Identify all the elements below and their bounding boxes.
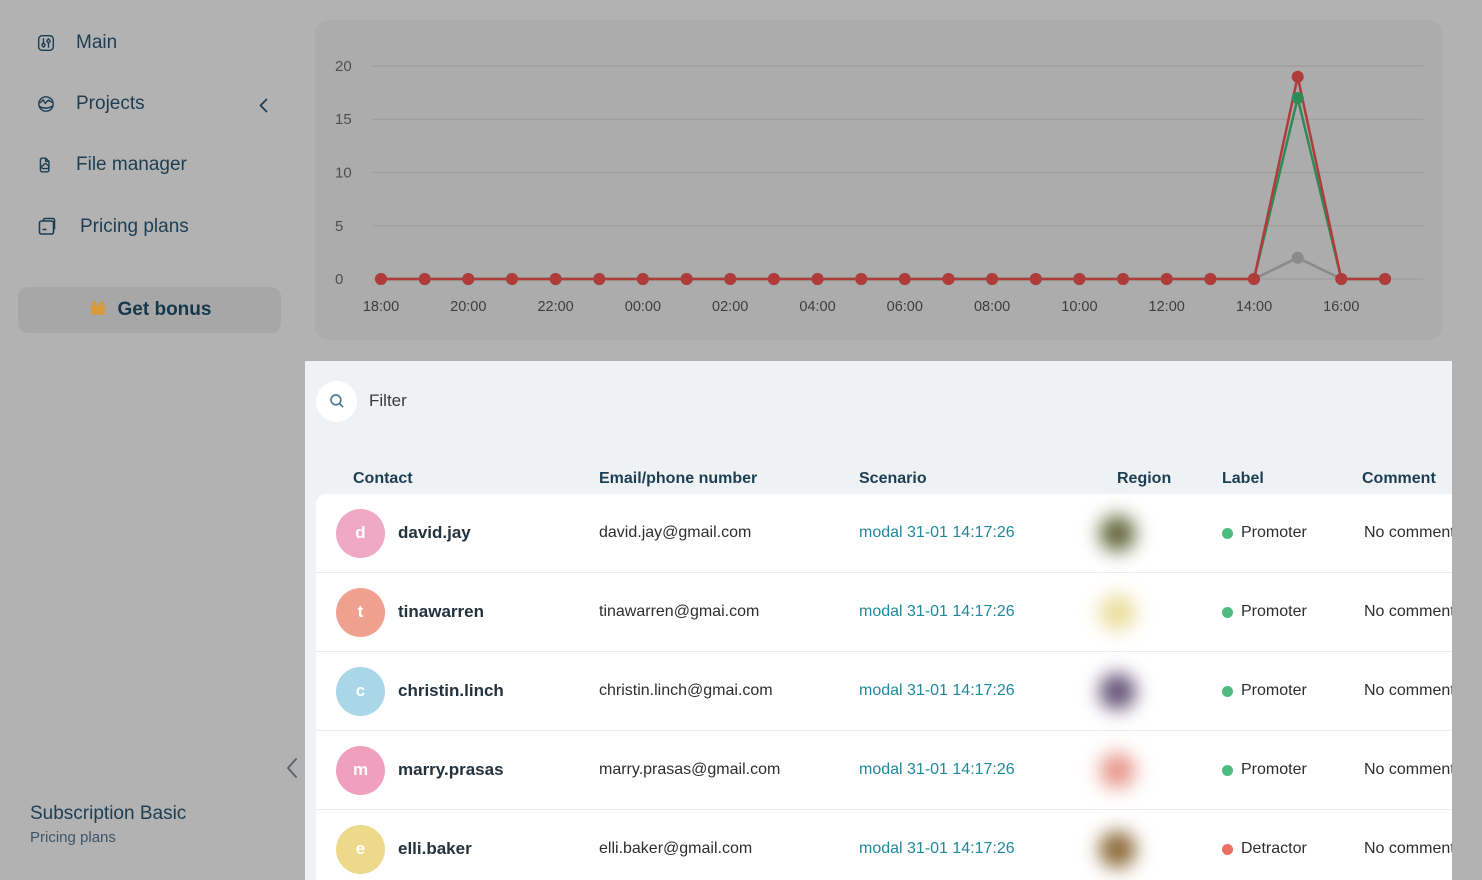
svg-text:20:00: 20:00 bbox=[450, 299, 486, 315]
svg-text:15: 15 bbox=[335, 111, 352, 128]
svg-text:18:00: 18:00 bbox=[363, 299, 399, 315]
svg-text:04:00: 04:00 bbox=[799, 299, 835, 315]
svg-text:06:00: 06:00 bbox=[887, 299, 923, 315]
svg-text:0: 0 bbox=[335, 271, 343, 288]
svg-text:20: 20 bbox=[335, 58, 352, 75]
svg-text:12:00: 12:00 bbox=[1149, 299, 1185, 315]
svg-text:5: 5 bbox=[335, 218, 343, 235]
svg-text:16:00: 16:00 bbox=[1323, 299, 1359, 315]
svg-text:14:00: 14:00 bbox=[1236, 299, 1272, 315]
svg-text:02:00: 02:00 bbox=[712, 299, 748, 315]
svg-text:08:00: 08:00 bbox=[974, 299, 1010, 315]
svg-text:22:00: 22:00 bbox=[537, 299, 573, 315]
svg-text:10:00: 10:00 bbox=[1061, 299, 1097, 315]
svg-text:00:00: 00:00 bbox=[625, 299, 661, 315]
svg-text:10: 10 bbox=[335, 165, 352, 182]
